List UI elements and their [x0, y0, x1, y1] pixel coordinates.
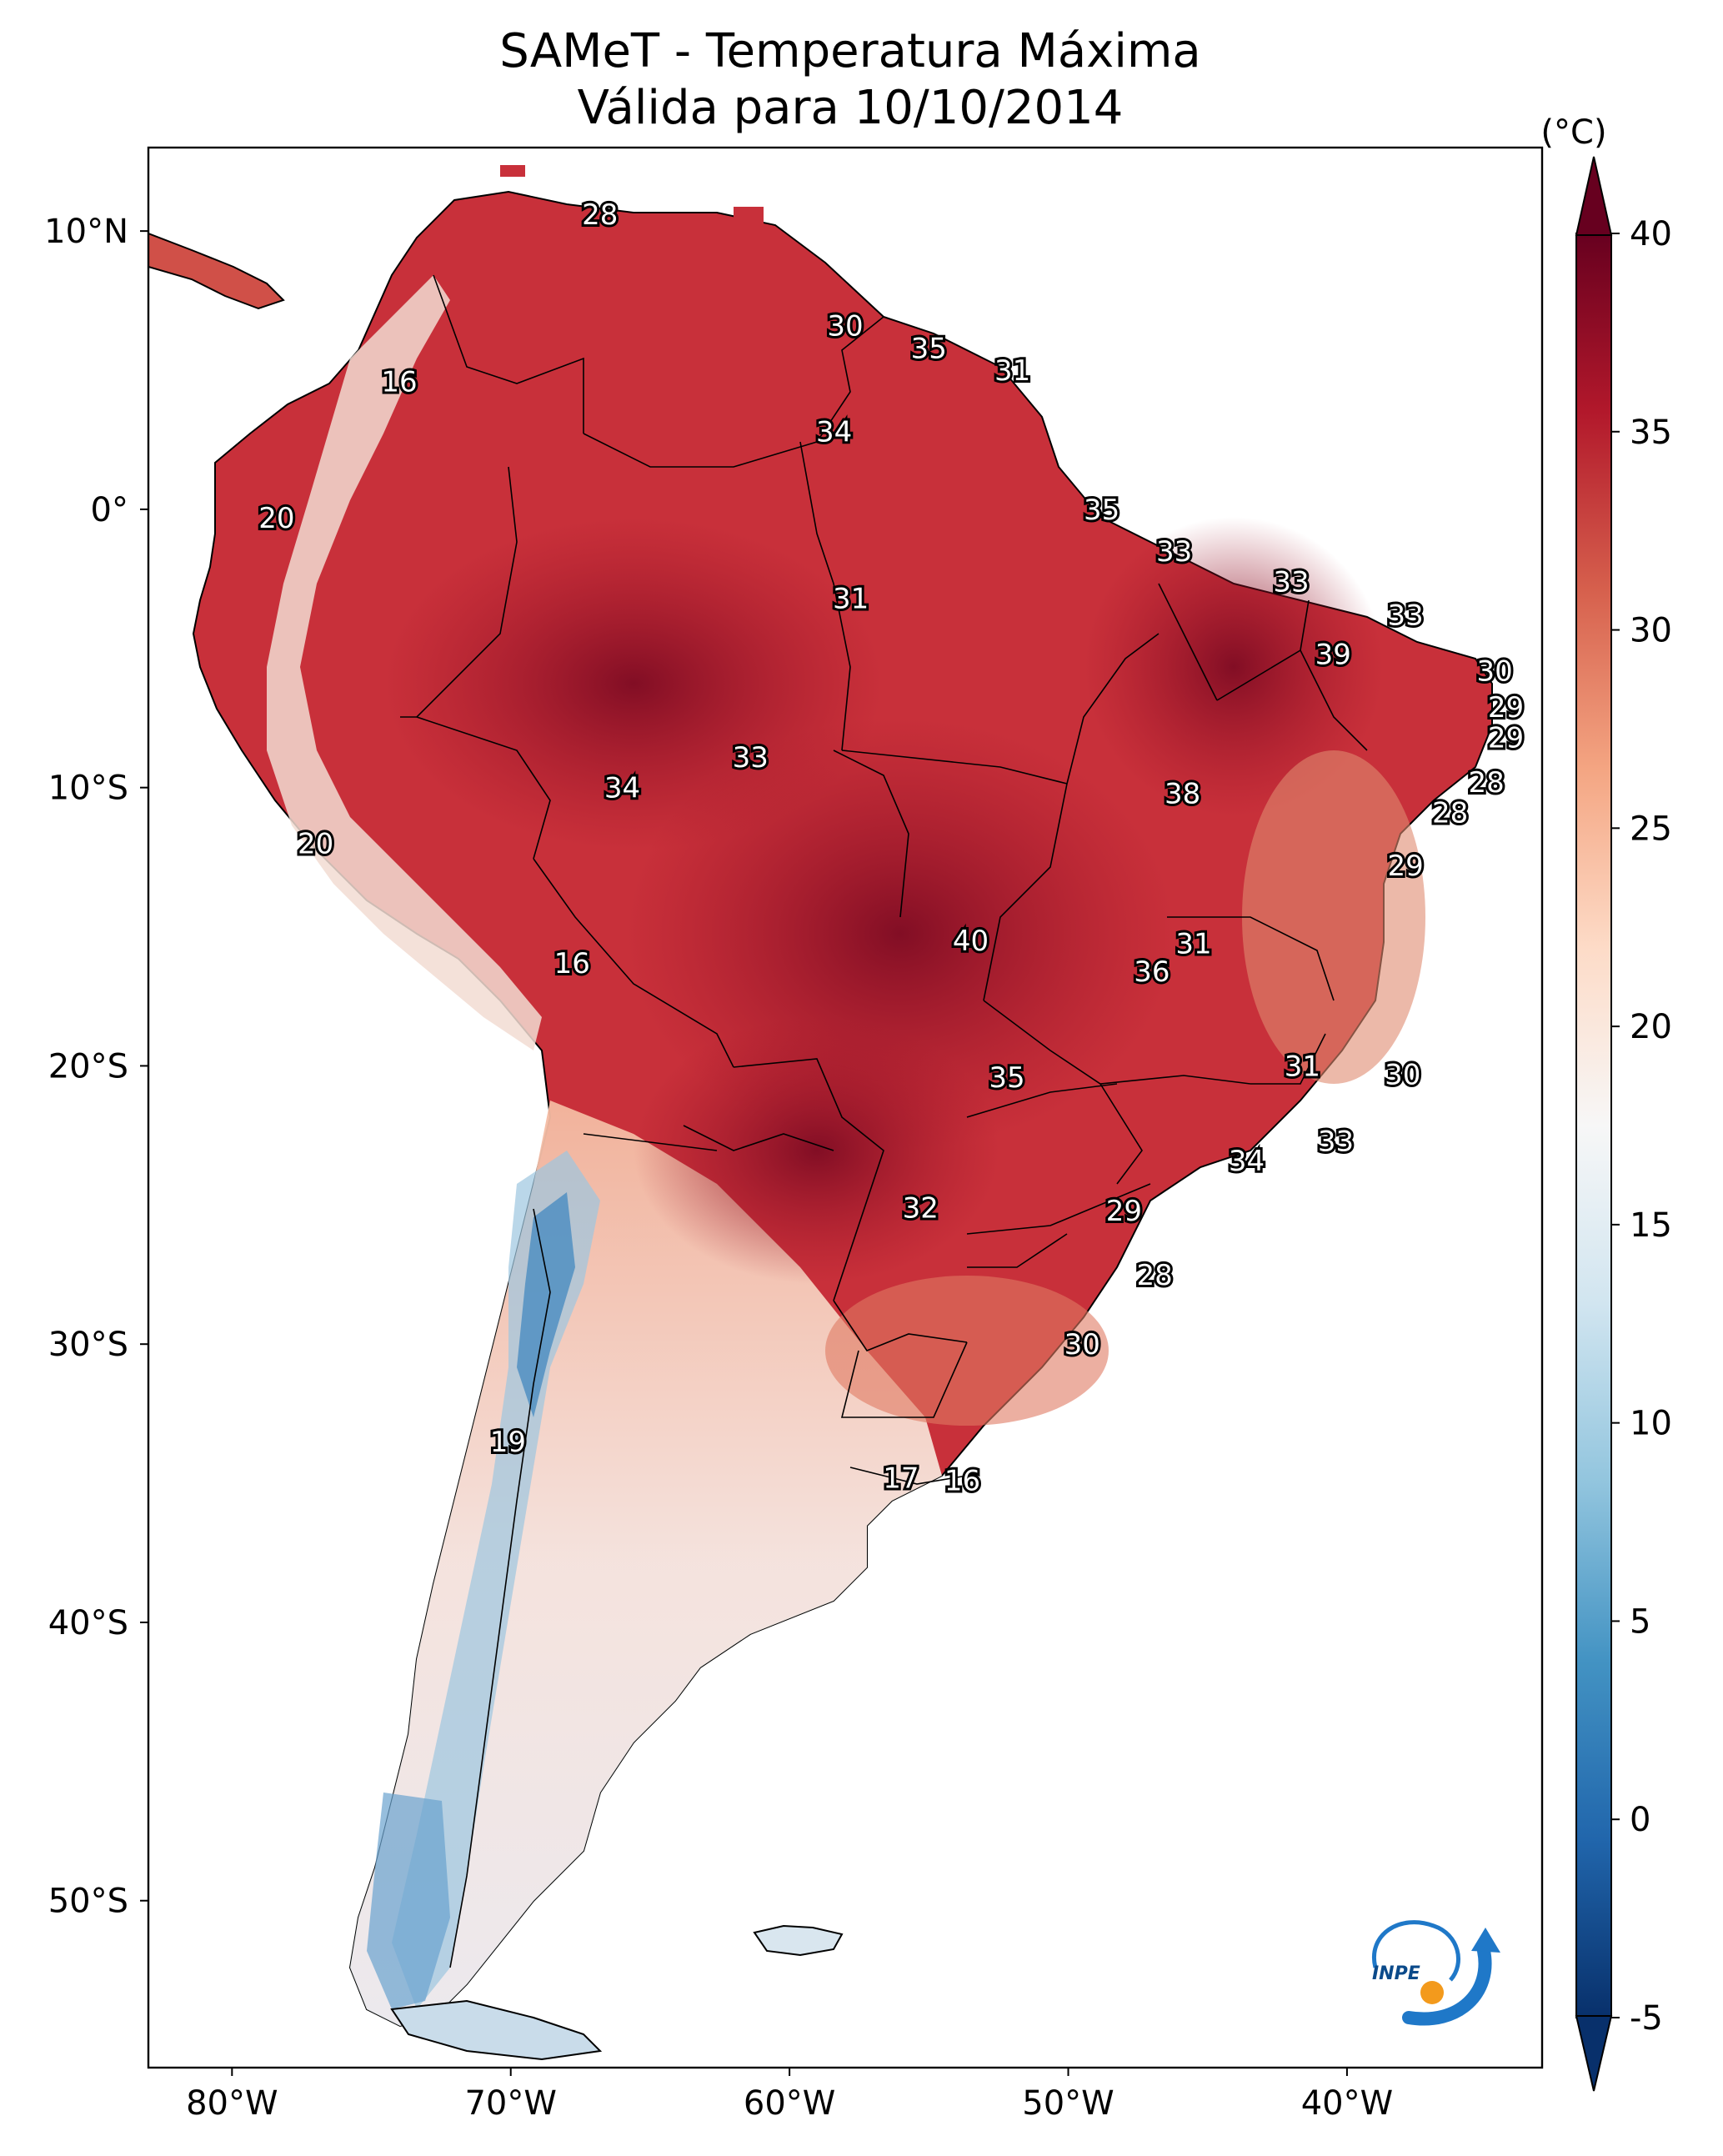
title-line-2: Válida para 10/10/2014	[577, 81, 1124, 135]
contour-label: 20	[298, 827, 333, 860]
inpe-logo-arc	[1402, 1944, 1492, 2026]
hot-core-northeast	[1084, 517, 1384, 817]
colorbar-tick-label: 25	[1630, 810, 1672, 848]
hot-core-chaco	[634, 1017, 1000, 1284]
colorbar-unit: (°C)	[1540, 113, 1606, 152]
southern-cool-region	[350, 1101, 942, 2026]
contour-label: 28	[1432, 797, 1468, 830]
lat-tick-label: 40°S	[48, 1604, 128, 1642]
contour-label: 31	[994, 354, 1030, 388]
colorbar-tick-label: -5	[1630, 1999, 1663, 2038]
inpe-logo-text: INPE	[1372, 1963, 1420, 1984]
contour-label: 32	[903, 1192, 939, 1226]
lon-tick-label: 40°W	[1301, 2084, 1393, 2123]
contour-label: 31	[1175, 928, 1211, 961]
falkland-islands	[753, 1924, 844, 1957]
colorbar-top-extend	[1575, 156, 1613, 236]
lat-tick-label: 50°S	[48, 1883, 128, 1921]
lat-tick-label: 0°	[91, 491, 128, 529]
inpe-logo-arrow	[1471, 1928, 1500, 1953]
contour-label: 16	[944, 1465, 980, 1498]
contour-label: 20	[258, 502, 294, 535]
colorbar-tick-label: 35	[1630, 414, 1672, 452]
colorbar-bottom-extend	[1575, 2015, 1613, 2092]
contour-label: 16	[381, 365, 417, 399]
cooler-south-brazil	[825, 1276, 1109, 1426]
map-title: SAMeT - Temperatura Máxima Válida para 1…	[150, 23, 1550, 137]
inpe-logo-orb	[1420, 1981, 1444, 2004]
caribbean-island-2	[500, 165, 525, 177]
contour-label: 34	[816, 415, 852, 449]
contour-label: 33	[1318, 1126, 1354, 1159]
contour-label: 36	[1134, 955, 1170, 989]
contour-label: 28	[1468, 766, 1504, 800]
colorbar-tick-label: 30	[1630, 612, 1672, 650]
contour-label: 30	[827, 310, 863, 343]
colorbar-tick-label: 0	[1630, 1801, 1650, 1839]
contour-label: 34	[1229, 1145, 1265, 1178]
colorbar: (°C) 40 35 30 25 20 15 10 5 0 -5	[1540, 113, 1672, 2092]
lat-tick-label: 30°S	[48, 1326, 128, 1364]
contour-label: 35	[911, 332, 947, 365]
contour-label: 30	[1385, 1058, 1420, 1091]
lat-tick-label: 10°S	[48, 770, 128, 808]
colorbar-ticks: 40 35 30 25 20 15 10 5 0 -5	[1611, 215, 1672, 2038]
contour-label: 31	[1285, 1050, 1320, 1083]
contour-label: 30	[1064, 1328, 1100, 1361]
contour-label: 31	[833, 583, 869, 616]
contour-label: 30	[1477, 654, 1513, 688]
contour-label: 29	[1106, 1195, 1142, 1228]
contour-label: 33	[1156, 535, 1192, 569]
contour-label: 29	[1488, 691, 1524, 725]
andes-cold-band	[392, 1151, 600, 2009]
contour-label: 29	[1488, 722, 1524, 755]
contour-label: 35	[989, 1061, 1024, 1095]
longitude-axis: 80°W 70°W 60°W 50°W 40°W	[186, 2068, 1393, 2123]
inpe-logo: INPE	[1372, 1920, 1500, 2026]
caribbean-island	[734, 207, 764, 228]
continent-layer	[148, 165, 1493, 2061]
tierra-del-fuego	[390, 1999, 603, 2061]
contour-label: 33	[1388, 599, 1424, 633]
colorbar-tick-label: 5	[1630, 1602, 1650, 1641]
central-america	[148, 232, 285, 310]
colorbar-tick-label: 40	[1630, 215, 1672, 253]
lat-tick-label: 10°N	[44, 213, 128, 251]
contour-label: 33	[1273, 566, 1309, 599]
contour-label: 29	[1388, 850, 1424, 883]
patagonia-cold	[367, 1792, 450, 2009]
andes-cold-core	[517, 1192, 575, 1417]
plot-frame	[147, 146, 1544, 2069]
lon-tick-label: 50°W	[1022, 2084, 1114, 2123]
contour-label: 34	[604, 772, 640, 805]
lon-tick-label: 60°W	[744, 2084, 835, 2123]
contour-label: 16	[554, 947, 590, 980]
lon-tick-label: 70°W	[464, 2084, 556, 2123]
colorbar-tick-label: 15	[1630, 1206, 1672, 1245]
contour-label: 38	[1165, 777, 1200, 810]
colorbar-tick-label: 10	[1630, 1405, 1672, 1443]
lat-tick-label: 20°S	[48, 1047, 128, 1086]
political-borders	[400, 274, 1368, 1968]
contour-label: 28	[1137, 1259, 1173, 1292]
latitude-axis: 10°N 0° 10°S 20°S 30°S 40°S 50°S	[44, 213, 148, 1921]
contour-label: 17	[883, 1462, 919, 1495]
contour-label: 33	[733, 741, 769, 775]
inpe-logo-swirl	[1372, 1920, 1460, 1982]
contour-label: 39	[1315, 638, 1351, 671]
cooler-east-coast	[1242, 750, 1425, 1084]
contour-label: 40	[953, 925, 989, 958]
contour-label: 19	[490, 1426, 526, 1459]
hot-core-amazon	[383, 517, 884, 850]
northern-andes-cool	[267, 275, 542, 1050]
colorbar-tick-label: 20	[1630, 1008, 1672, 1046]
contour-label: 28	[582, 198, 618, 232]
colorbar-body	[1575, 233, 1612, 2018]
lon-tick-label: 80°W	[186, 2084, 278, 2123]
contour-label: 35	[1084, 494, 1119, 527]
title-line-1: SAMeT - Temperatura Máxima	[499, 24, 1201, 78]
